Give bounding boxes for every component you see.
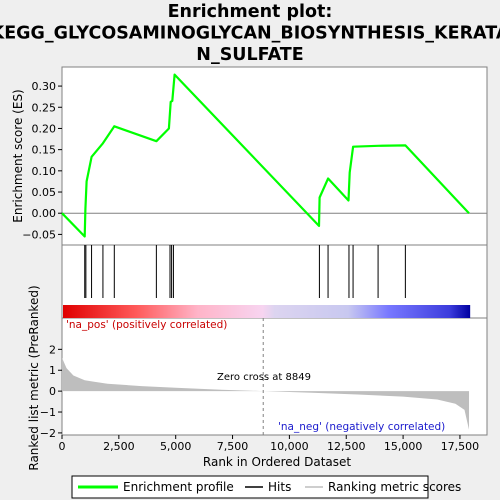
es-y-tick-label: 0.10 — [32, 165, 57, 178]
es-y-axis-label: Enrichment score (ES) — [11, 89, 25, 222]
metric-y-axis-label: Ranked list metric (PreRanked) — [27, 285, 41, 470]
metric-y-tick-label: −2 — [40, 427, 56, 440]
x-tick-label: 10,000 — [270, 440, 309, 453]
x-tick-label: 2,500 — [103, 440, 135, 453]
es-y-tick-label: 0.15 — [32, 144, 57, 157]
legend-metric-label: Ranking metric scores — [328, 480, 461, 494]
es-y-tick-label: 0.25 — [32, 101, 57, 114]
x-axis: 0 2,500 5,000 7,500 10,000 12,500 15,000 17,500 — [59, 435, 480, 453]
x-tick-label: 12,500 — [327, 440, 366, 453]
x-axis-label: Rank in Ordered Dataset — [203, 455, 351, 469]
metric-y-tick-label: 0 — [49, 385, 56, 398]
legend-enrichment-label: Enrichment profile — [123, 480, 234, 494]
es-y-tick-label: −0.05 — [22, 228, 56, 241]
chart-title-line-3: N_SULFATE — [196, 45, 303, 65]
chart-title-line-2: KEGG_GLYCOSAMINOGLYCAN_BIOSYNTHESIS_KERA… — [0, 24, 500, 44]
x-tick-label: 5,000 — [160, 440, 192, 453]
metric-y-tick-label: 1 — [49, 364, 56, 377]
es-panel-frame — [62, 67, 487, 245]
es-y-tick-label: 0.20 — [32, 122, 57, 135]
x-tick-label: 0 — [59, 440, 66, 453]
metric-y-tick-label: 2 — [49, 343, 56, 356]
positive-correlation-label: 'na_pos' (positively correlated) — [66, 319, 227, 331]
es-y-tick-label: 0.30 — [32, 80, 57, 93]
negative-correlation-label: 'na_neg' (negatively correlated) — [278, 421, 445, 433]
legend-hits-label: Hits — [268, 480, 291, 494]
legend: Enrichment profile Hits Ranking metric s… — [72, 476, 461, 498]
es-y-tick-label: 0.00 — [32, 207, 57, 220]
x-tick-label: 15,000 — [384, 440, 423, 453]
ranked-list-color-bar — [63, 305, 470, 318]
zero-cross-label: Zero cross at 8849 — [217, 372, 311, 383]
x-tick-label: 7,500 — [217, 440, 249, 453]
x-tick-label: 17,500 — [441, 440, 480, 453]
es-y-tick-label: 0.05 — [32, 186, 57, 199]
metric-y-tick-label: −1 — [40, 406, 56, 419]
chart-title-line-1: Enrichment plot: — [168, 2, 333, 22]
